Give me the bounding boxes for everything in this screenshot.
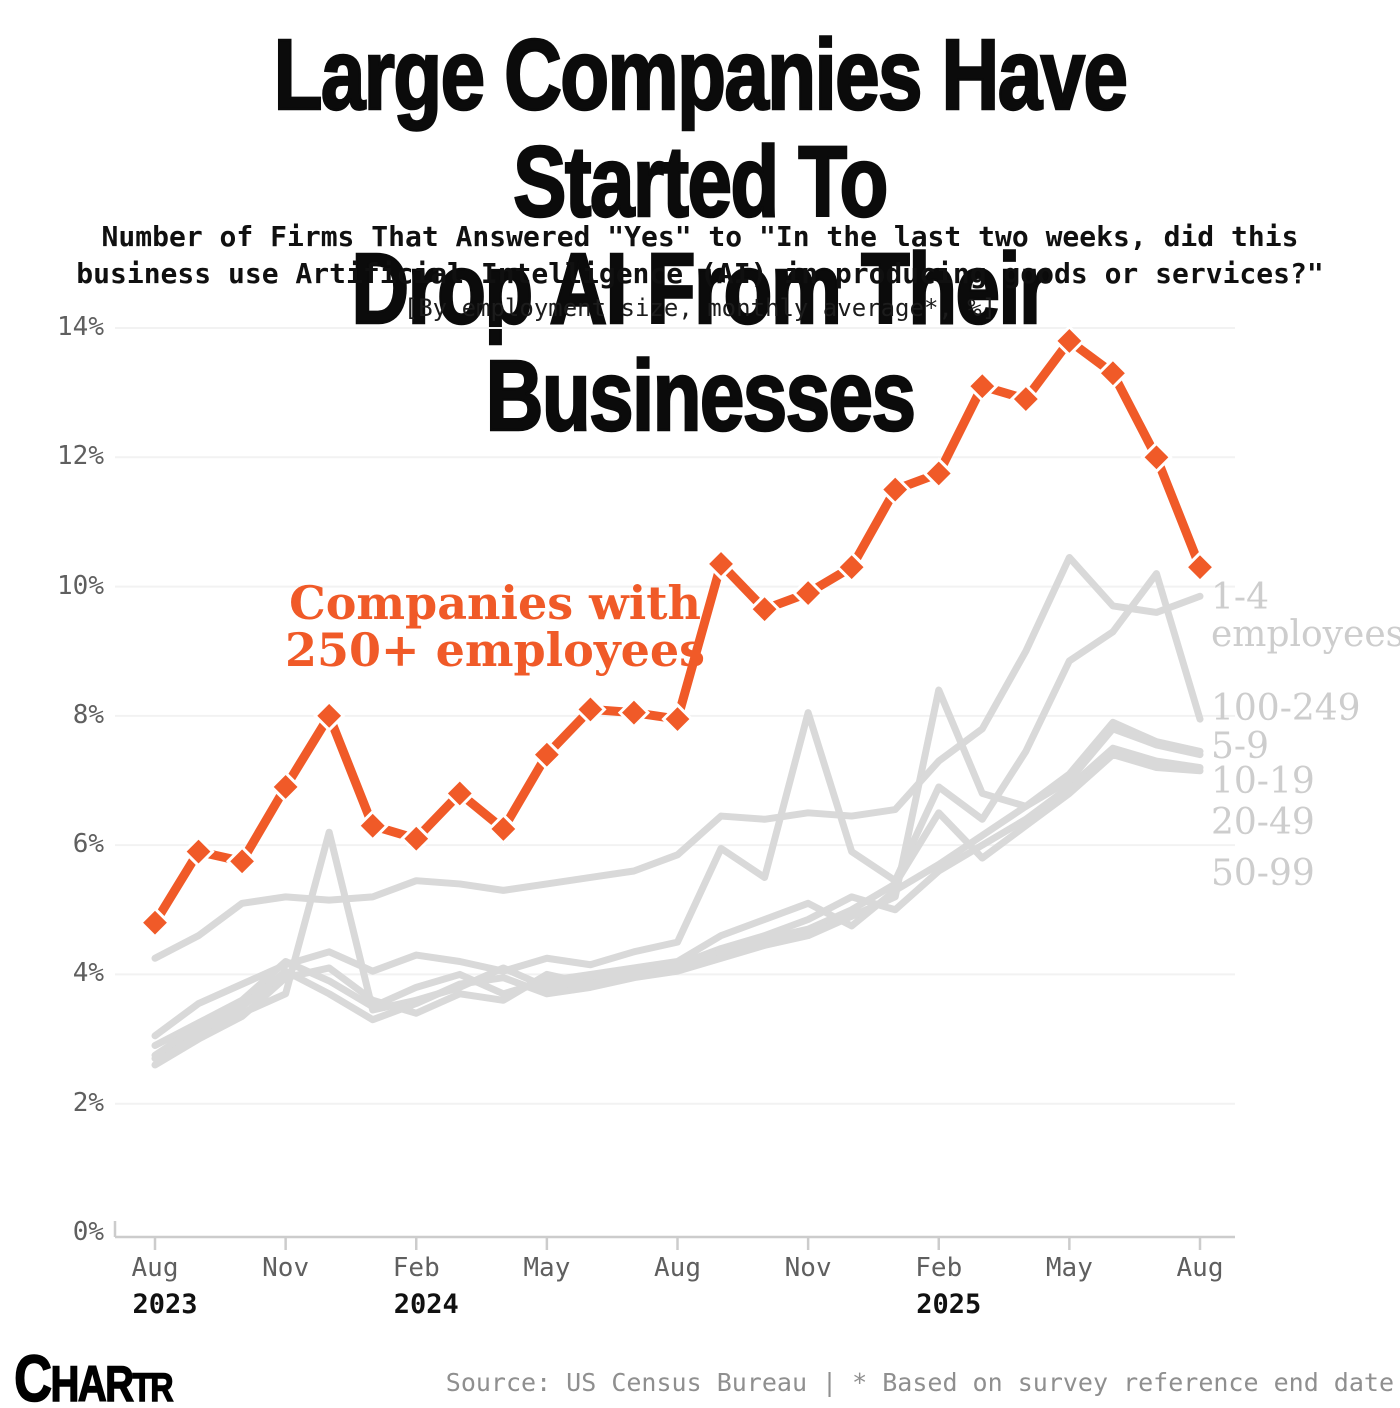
diamond-marker	[966, 370, 999, 403]
gray-series-lines	[151, 553, 1204, 1069]
diamond-marker	[400, 822, 433, 855]
series-label-100-249: 100-249	[1211, 688, 1361, 729]
x-tick-label-month: Nov	[262, 1253, 310, 1283]
y-tick-label-0%: 0%	[72, 1217, 104, 1247]
diamond-marker	[792, 576, 825, 610]
x-tick-label-month: Feb	[392, 1253, 440, 1283]
diamond-marker	[356, 809, 389, 842]
diamond-marker	[530, 738, 563, 771]
diamond-marker	[269, 770, 302, 804]
series-label-20-49: 20-49	[1211, 802, 1315, 843]
page-title: Large Companies Have Started To Drop AI …	[140, 19, 1260, 452]
diamond-marker	[704, 547, 738, 581]
diamond-marker	[922, 457, 955, 490]
diamond-marker	[748, 593, 781, 626]
series-label-1-4 employees: employees	[1211, 614, 1400, 655]
series-label-1-4 employees: 1-4	[1211, 577, 1269, 618]
x-tick-label-month: Aug	[654, 1253, 701, 1283]
diamond-marker	[1053, 324, 1086, 358]
chartr-logo: CHARTR	[13, 1340, 174, 1408]
accent-series-line	[138, 324, 1217, 939]
diamond-marker	[1140, 441, 1173, 474]
series-line-50-99	[151, 686, 1204, 1059]
diamond-marker	[1009, 382, 1042, 416]
y-tick-label-14%: 14%	[57, 312, 104, 342]
chart-units-note: [By employment size, monthly average*, %…	[403, 294, 997, 322]
x-tick-label-month: Nov	[784, 1253, 832, 1283]
x-tick-label-month: May	[1045, 1253, 1093, 1283]
subtitle-line-2: business use Artificial Intelligence (AI…	[76, 257, 1324, 290]
diamond-marker	[487, 812, 520, 846]
subtitle-line-1: Number of Firms That Answered "Yes" to "…	[101, 220, 1299, 253]
x-tick-label-year: 2025	[916, 1289, 982, 1320]
annotation-line-1: Companies with	[289, 576, 701, 630]
series-label-5-9: 5-9	[1211, 726, 1269, 767]
y-tick-label-8%: 8%	[72, 699, 104, 730]
x-tick-label-month: Aug	[1176, 1253, 1224, 1283]
series-label-50-99: 50-99	[1211, 853, 1315, 894]
diamond-marker	[1183, 551, 1217, 584]
diamond-marker	[313, 699, 346, 732]
chart-subtitle: Number of Firms That Answered "Yes" to "…	[0, 218, 1400, 292]
series-line-1-4 employees	[151, 553, 1204, 962]
diamond-marker	[661, 702, 694, 736]
logo-letters-tr: TR	[132, 1365, 174, 1408]
y-tick-label-6%: 6%	[72, 829, 104, 860]
series-line-100-249	[151, 570, 1204, 1040]
source-note: Source: US Census Bureau | * Based on su…	[445, 1368, 1394, 1397]
y-tick-label-12%: 12%	[57, 441, 104, 472]
y-tick-label-4%: 4%	[72, 958, 104, 989]
x-tick-label-year: 2023	[132, 1289, 198, 1320]
diamond-marker	[879, 473, 912, 506]
series-label-10-19: 10-19	[1211, 761, 1315, 802]
x-tick-label-month: Aug	[131, 1253, 179, 1283]
x-tick-label-month: May	[523, 1253, 571, 1283]
logo-letters-har: HAR	[50, 1355, 135, 1408]
logo-letter-c: C	[13, 1340, 52, 1408]
diamond-marker	[1096, 357, 1130, 390]
x-tick-label-month: Feb	[915, 1253, 963, 1283]
title-line-2: Drop AI From Their Businesses	[350, 233, 1051, 452]
diamond-marker	[182, 835, 215, 868]
title-line-1: Large Companies Have Started To	[273, 19, 1129, 238]
diamond-marker	[617, 696, 651, 729]
diamond-marker	[574, 693, 607, 726]
accent-series-annotation: Companies with 250+ employees	[245, 580, 745, 674]
y-tick-label-2%: 2%	[72, 1087, 104, 1118]
x-tick-label-year: 2024	[393, 1289, 459, 1320]
y-tick-label-10%: 10%	[57, 570, 104, 601]
diamond-marker	[138, 906, 172, 939]
diamond-marker	[443, 777, 476, 810]
annotation-line-2: 250+ employees	[285, 623, 705, 677]
diamond-marker	[225, 845, 259, 878]
diamond-marker	[835, 551, 868, 584]
x-axis	[113, 1221, 1235, 1250]
